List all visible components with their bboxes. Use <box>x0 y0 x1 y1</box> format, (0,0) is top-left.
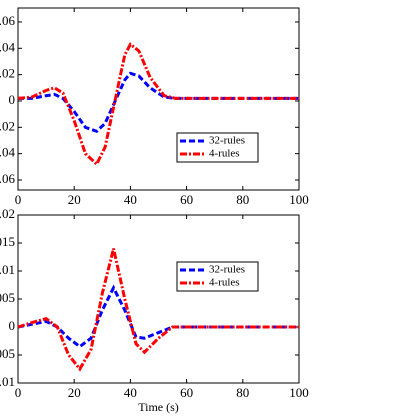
y-tick-label: .02 <box>0 118 15 133</box>
y-tick-label: .06 <box>0 13 16 28</box>
y-tick-label: .005 <box>0 346 15 361</box>
legend-label: 32-rules <box>209 135 245 147</box>
y-tick-label: .01 <box>0 374 15 389</box>
x-tick-label: 20 <box>68 192 81 207</box>
x-tick-label: 80 <box>236 385 249 400</box>
x-axis-label: Time (s) <box>138 400 179 414</box>
plot-area <box>17 214 300 384</box>
legend-label: 32-rules <box>209 264 245 276</box>
y-tick-label: 0 <box>9 318 16 333</box>
y-tick-label: .005 <box>0 290 15 305</box>
y-tick-label: 0 <box>9 92 16 107</box>
legend-box <box>176 132 259 163</box>
x-tick-label: 100 <box>289 385 309 400</box>
x-tick-label: 60 <box>180 385 193 400</box>
y-tick-label: .015 <box>0 234 15 249</box>
x-tick-label: 100 <box>289 192 309 207</box>
y-tick-label: .04 <box>0 39 16 54</box>
y-tick-label: .02 <box>0 66 15 81</box>
x-tick-label: 20 <box>68 385 81 400</box>
y-tick-label: .01 <box>0 262 15 277</box>
legend-label: 4-rules <box>209 148 240 160</box>
x-tick-label: 40 <box>124 385 137 400</box>
y-tick-label: .06 <box>0 171 16 186</box>
y-tick-label: .02 <box>0 206 15 221</box>
y-tick-label: .04 <box>0 145 16 160</box>
series-line <box>17 42 299 167</box>
x-tick-label: 40 <box>124 192 137 207</box>
legend-box <box>176 261 259 292</box>
x-tick-label: 0 <box>15 192 22 207</box>
x-tick-label: 60 <box>180 192 193 207</box>
x-tick-label: 0 <box>15 385 22 400</box>
x-tick-label: 80 <box>236 192 249 207</box>
legend-label: 4-rules <box>209 277 240 289</box>
series-line <box>17 248 299 372</box>
